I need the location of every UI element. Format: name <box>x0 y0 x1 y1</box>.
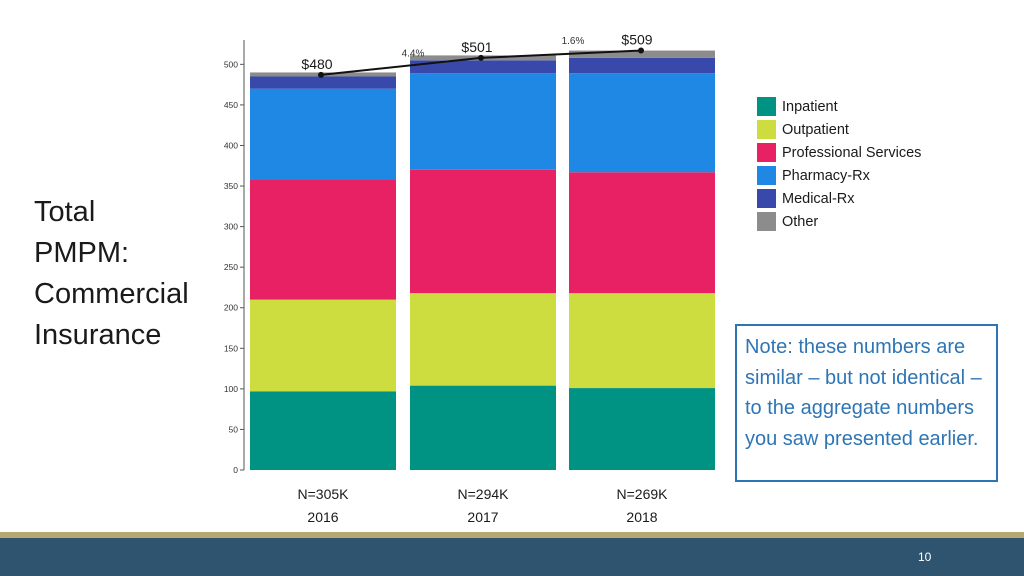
y-tick-label: 200 <box>224 303 238 313</box>
category-sublabel: N=305K <box>298 486 350 502</box>
note-box: Note: these numbers are similar – but no… <box>735 324 998 482</box>
category-sublabel: N=294K <box>458 486 510 502</box>
bar-segment <box>410 73 556 170</box>
legend-swatch <box>757 212 776 231</box>
y-tick-label: 400 <box>224 140 238 150</box>
bar-segment <box>569 50 715 58</box>
bar-segment <box>410 169 556 294</box>
total-label: $480 <box>301 56 332 72</box>
legend-swatch <box>757 166 776 185</box>
slide-title: Total PMPM: Commercial Insurance <box>34 192 224 356</box>
slide-title-line: Commercial <box>34 278 189 310</box>
y-tick-label: 350 <box>224 181 238 191</box>
bar-segment <box>569 172 715 294</box>
growth-label: 1.6% <box>562 36 585 47</box>
slide-title-line: Total <box>34 196 96 228</box>
category-label: 2016 <box>307 509 338 525</box>
legend-item: Professional Services <box>757 141 921 164</box>
page-number: 10 <box>918 550 932 564</box>
legend-swatch <box>757 120 776 139</box>
legend-item: Outpatient <box>757 118 921 141</box>
y-tick-label: 50 <box>229 424 239 434</box>
legend-label: Outpatient <box>782 121 849 138</box>
legend-label: Other <box>782 213 819 230</box>
bar-segment <box>250 391 396 470</box>
bar-segment <box>410 60 556 74</box>
bar-segment <box>250 299 396 392</box>
category-label: 2017 <box>467 509 498 525</box>
y-tick-label: 150 <box>224 343 238 353</box>
y-tick-label: 500 <box>224 59 238 69</box>
bar-segment <box>250 179 396 300</box>
total-label: $501 <box>461 39 492 55</box>
bar-segment <box>569 73 715 173</box>
category-label: 2018 <box>626 509 657 525</box>
legend-label: Professional Services <box>782 144 922 161</box>
bar-segment <box>250 88 396 180</box>
bar-segment <box>250 76 396 89</box>
category-sublabel: N=269K <box>617 486 669 502</box>
bar-segment <box>410 385 556 470</box>
total-point <box>638 47 644 54</box>
total-label: $509 <box>621 32 652 48</box>
y-tick-label: 0 <box>233 465 238 475</box>
bar-segment <box>569 388 715 470</box>
legend-label: Inpatient <box>782 98 838 115</box>
slide-title-line: PMPM: <box>34 237 130 269</box>
bar-segment <box>569 293 715 389</box>
chart-legend: Inpatient Outpatient Professional Services… <box>757 95 921 233</box>
total-point <box>478 54 484 61</box>
footer-accent-line <box>0 532 1024 538</box>
legend-swatch <box>757 97 776 116</box>
growth-label: 4.4% <box>402 48 425 59</box>
legend-label: Medical-Rx <box>782 190 855 207</box>
legend-swatch <box>757 189 776 208</box>
y-tick-label: 100 <box>224 384 238 394</box>
slide-title-line: Insurance <box>34 319 162 351</box>
bar-segment <box>569 57 715 74</box>
legend-item: Pharmacy-Rx <box>757 164 921 187</box>
legend-item: Other <box>757 210 921 233</box>
bar-segment <box>410 293 556 386</box>
y-tick-label: 450 <box>224 100 238 110</box>
legend-item: Medical-Rx <box>757 187 921 210</box>
legend-swatch <box>757 143 776 162</box>
legend-item: Inpatient <box>757 95 921 118</box>
total-point <box>318 71 324 78</box>
legend-label: Pharmacy-Rx <box>782 167 870 184</box>
y-tick-label: 250 <box>224 262 238 272</box>
stacked-bar-chart: 0 50 100 150 200 250 300 350 400 450 500 N=305K 2016… <box>224 32 715 525</box>
y-tick-label: 300 <box>224 222 238 232</box>
footer-bar <box>0 538 1024 576</box>
